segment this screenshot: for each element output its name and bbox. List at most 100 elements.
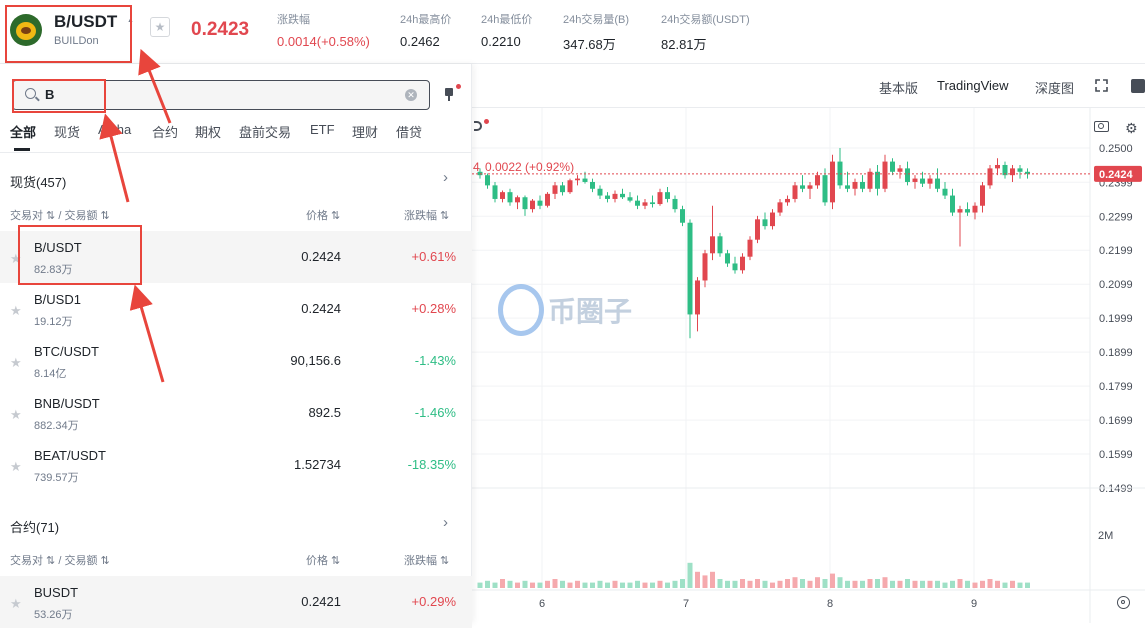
search-value[interactable]: B	[45, 87, 55, 102]
x-tick-label: 7	[683, 598, 689, 610]
stat-label: 24h交易量(B)	[563, 14, 630, 26]
tab-all[interactable]: 全部	[10, 122, 36, 151]
star-icon[interactable]: ★	[10, 251, 22, 266]
symbol-title[interactable]: B/USDT	[54, 12, 118, 31]
candle-body	[545, 193, 550, 206]
candle-body	[822, 175, 828, 203]
col-change[interactable]: 涨跌幅 ⇅	[404, 555, 450, 567]
volume-bar	[620, 582, 625, 588]
pair-change: -18.35%	[407, 457, 456, 472]
volume-bar	[965, 580, 970, 588]
list-item[interactable]: ★ BNB/USDT 882.34万 892.5 -1.46%	[0, 387, 472, 439]
candle-body	[590, 181, 595, 189]
list-item[interactable]: ★ BTC/USDT 8.14亿 90,156.6 -1.43%	[0, 335, 472, 387]
tab-basic[interactable]: 基本版	[879, 81, 919, 96]
tab-tradingview[interactable]: TradingView	[937, 78, 1009, 93]
favorite-star-icon[interactable]: ★	[150, 17, 170, 37]
list-item[interactable]: ★ BEAT/USDT 739.57万 1.52734 -18.35%	[0, 439, 472, 491]
candle-body	[792, 185, 798, 199]
section-spot-title[interactable]: 现货(457)	[10, 175, 67, 190]
volume-bar	[860, 580, 865, 588]
tab-earn[interactable]: 理财	[352, 125, 379, 140]
list-item[interactable]: ★ BUSDT 53.26万 0.2421 +0.29%	[0, 576, 472, 628]
pair-name: BUSDT	[34, 585, 79, 600]
candle-body	[965, 209, 970, 213]
tab-alpha[interactable]: Alpha	[98, 122, 132, 137]
watermark-text: 币圈子	[548, 296, 633, 327]
pin-icon[interactable]	[442, 84, 461, 102]
ticker-header: B/USDT ▲ BUILDon ★ 0.2423 涨跌幅 0.0014(+0.…	[0, 0, 1145, 64]
list-item[interactable]: ★ B/USDT 82.83万 0.2424 +0.61%	[0, 231, 472, 283]
indicator-icon[interactable]	[474, 121, 482, 131]
stat-turnover: 24h交易额(USDT) 82.81万	[661, 11, 750, 53]
tab-premarket[interactable]: 盘前交易	[239, 125, 292, 140]
volume-bar	[845, 580, 850, 588]
volume-bar	[507, 580, 513, 588]
legend-change: 0.0022 (+0.92%)	[485, 160, 575, 174]
market-tabs: 全部 现货 Alpha 合约 期权 盘前交易 ETF 理财 借贷	[10, 122, 470, 151]
candle-body	[807, 185, 813, 189]
col-pair[interactable]: 交易对 ⇅ / 交易额 ⇅	[10, 555, 110, 567]
watermark-logo	[498, 284, 544, 336]
candle-body	[740, 256, 745, 271]
settings-icon[interactable]: ⚙	[1125, 120, 1138, 136]
star-icon[interactable]: ★	[10, 407, 22, 422]
tab-options[interactable]: 期权	[195, 125, 222, 140]
candle-body	[905, 168, 910, 182]
y-tick-label: 0.2500	[1099, 143, 1133, 155]
y-tick-label: 0.1599	[1099, 449, 1133, 461]
fullscreen-icon[interactable]	[1095, 79, 1108, 92]
col-price[interactable]: 价格 ⇅	[306, 210, 341, 222]
tab-futures[interactable]: 合约	[152, 125, 179, 140]
volume-bar	[575, 580, 580, 588]
star-icon[interactable]: ★	[10, 596, 22, 611]
volume-bar	[987, 579, 993, 588]
volume-bar	[935, 580, 940, 588]
pair-name: B/USDT	[34, 240, 82, 255]
clear-icon[interactable]: ✕	[405, 89, 417, 101]
candle-body	[725, 253, 730, 264]
price-chart[interactable]: 0.2500 0.2399 0.2299 0.2199 0.2099 0.1999 0.18…	[472, 108, 1145, 623]
tab-spot[interactable]: 现货	[54, 125, 81, 140]
chart-toolbar: 基本版 TradingView 深度图	[472, 64, 1145, 108]
candle-body	[867, 171, 873, 189]
volume-bar	[912, 580, 918, 588]
stat-change: 涨跌幅 0.0014(+0.58%)	[277, 11, 370, 49]
star-icon[interactable]: ★	[10, 459, 22, 474]
pair-change: +0.28%	[411, 301, 456, 316]
tab-loan[interactable]: 借贷	[396, 125, 423, 140]
volume-bar	[695, 571, 700, 588]
volume-bar	[747, 580, 753, 588]
col-change[interactable]: 涨跌幅 ⇅	[404, 210, 450, 222]
candle-body	[1025, 171, 1030, 174]
star-icon[interactable]: ★	[10, 355, 22, 370]
candle-body	[560, 185, 565, 193]
candle-body	[522, 197, 528, 210]
list-item[interactable]: ★ B/USD1 19.12万 0.2424 +0.28%	[0, 283, 472, 335]
volume-bar	[800, 579, 805, 588]
pair-name: B/USD1	[34, 292, 81, 307]
chevron-right-icon[interactable]: ›	[443, 169, 448, 186]
candle-body	[552, 185, 558, 194]
tab-depth[interactable]: 深度图	[1035, 81, 1075, 96]
tab-etf[interactable]: ETF	[310, 122, 335, 137]
volume-bar	[590, 582, 595, 588]
y-tick-label: 0.1799	[1099, 381, 1133, 393]
camera-icon[interactable]	[1094, 121, 1109, 132]
y-tick-label: 0.1999	[1099, 313, 1133, 325]
chevron-right-icon[interactable]: ›	[443, 514, 448, 531]
star-icon[interactable]: ★	[10, 303, 22, 318]
candle-body	[597, 188, 603, 196]
section-futures-title[interactable]: 合约(71)	[10, 520, 60, 535]
search-input[interactable]: B ✕	[12, 80, 430, 110]
candlestick-chart[interactable]: 0.25000.23990.22990.21990.20990.19990.18…	[472, 108, 1145, 623]
panel-toggle-icon[interactable]	[1131, 79, 1145, 93]
chart-settings-icon[interactable]	[1117, 596, 1130, 609]
col-pair[interactable]: 交易对 ⇅ / 交易额 ⇅	[10, 210, 110, 222]
highlight-box-search	[12, 79, 106, 113]
volume-bar	[980, 580, 985, 588]
col-price[interactable]: 价格 ⇅	[306, 555, 341, 567]
volume-bar	[627, 582, 633, 588]
volume-bar	[710, 571, 715, 588]
pair-name: BNB/USDT	[34, 396, 100, 411]
